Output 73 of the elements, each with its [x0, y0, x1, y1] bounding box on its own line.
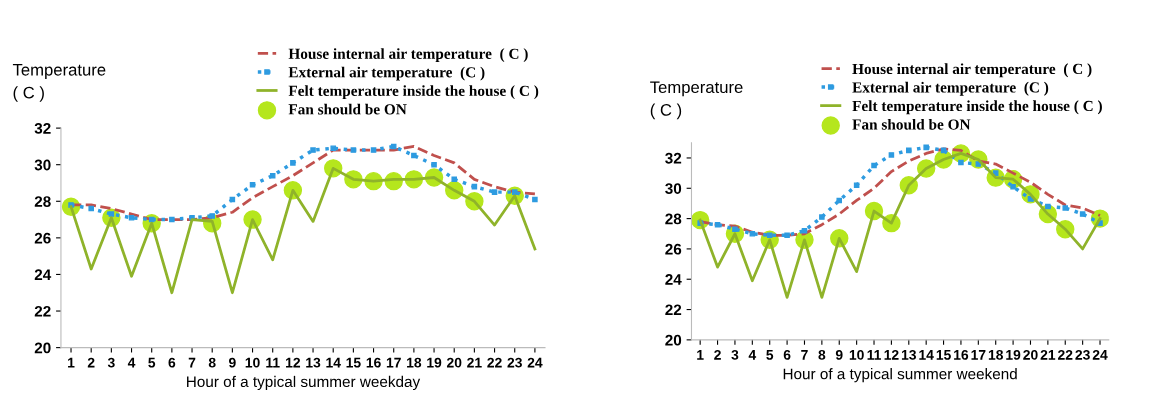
x-tick-label: 19 [1006, 349, 1021, 360]
x-tick-label: 9 [228, 357, 236, 368]
x-tick-label: 3 [731, 349, 739, 360]
x-tick-label: 2 [87, 357, 95, 368]
x-tick-label: 5 [148, 357, 156, 368]
x-tick-label: 22 [1058, 349, 1073, 360]
x-tick-label: 1 [68, 357, 75, 368]
x-tick-label: 20 [446, 357, 462, 368]
x-tick-label: 2 [714, 349, 721, 360]
x-tick-label: 9 [835, 349, 843, 360]
legend-label: House internal air temperature ( C ) [288, 48, 528, 63]
legend-label: Fan should be ON [852, 118, 971, 130]
legend-label: House internal air temperature ( C ) [852, 63, 1092, 78]
x-tick-label: 19 [427, 357, 442, 368]
y-tick-label: 26 [34, 232, 51, 244]
x-tick-label: 14 [919, 350, 934, 360]
x-tick-label: 8 [208, 357, 216, 368]
x-tick-label: 17 [971, 350, 986, 360]
x-tick-label: 15 [346, 357, 361, 368]
x-tick-label: 18 [407, 357, 422, 368]
legend-label: Fan should be ON [288, 103, 407, 115]
y-tick-label: 30 [665, 183, 682, 194]
x-tick-label: 8 [818, 349, 826, 360]
y-axis-title: Temperature ( C ) [650, 81, 743, 120]
x-tick-label: 4 [748, 350, 757, 360]
x-tick-label: 5 [766, 350, 774, 360]
legend-label: Felt temperature inside the house ( C ) [852, 100, 1102, 115]
x-tick-label: 7 [188, 357, 196, 368]
x-axis-title: Hour of a typical summer weekend [783, 368, 1017, 383]
x-tick-label: 13 [306, 357, 321, 368]
x-tick-label: 23 [1075, 349, 1090, 360]
legend-label: Felt temperature inside the house ( C ) [288, 85, 539, 100]
x-tick-label: 17 [386, 357, 401, 368]
x-tick-label: 12 [286, 357, 301, 368]
x-tick-label: 7 [801, 350, 808, 360]
y-tick-label: 24 [34, 269, 52, 280]
x-tick-label: 23 [507, 357, 522, 368]
x-tick-label: 10 [245, 357, 260, 368]
legend-label: External air temperature (C ) [852, 81, 1049, 96]
x-tick-label: 10 [849, 349, 864, 360]
y-tick-label: 30 [34, 159, 51, 171]
legend-label: External air temperature (C ) [288, 66, 485, 81]
x-tick-label: 21 [467, 357, 482, 368]
x-tick-label: 13 [901, 349, 917, 360]
x-tick-label: 15 [936, 350, 951, 360]
x-tick-label: 11 [867, 350, 881, 360]
x-tick-label: 4 [127, 357, 136, 368]
y-tick-label: 24 [665, 274, 682, 285]
x-tick-label: 6 [168, 357, 176, 368]
y-tick-label: 32 [34, 122, 51, 134]
x-tick-label: 6 [783, 349, 791, 360]
x-tick-label: 24 [527, 357, 543, 368]
y-axis-title: Temperature ( C ) [12, 64, 106, 102]
y-tick-label: 20 [665, 334, 682, 346]
y-tick-label: 26 [665, 243, 682, 255]
y-tick-label: 22 [34, 305, 51, 317]
x-tick-label: 12 [884, 349, 899, 360]
x-tick-label: 21 [1040, 349, 1056, 360]
x-tick-label: 11 [266, 357, 280, 368]
y-tick-label: 28 [665, 213, 682, 225]
x-axis-title: Hour of a typical summer weekday [187, 375, 421, 391]
x-tick-label: 20 [1023, 349, 1038, 360]
x-tick-label: 16 [366, 357, 381, 368]
x-tick-label: 14 [326, 357, 341, 368]
y-tick-label: 32 [665, 152, 682, 164]
y-tick-label: 28 [34, 196, 51, 207]
x-tick-label: 1 [697, 350, 704, 360]
x-tick-label: 18 [988, 349, 1004, 360]
x-tick-label: 16 [954, 349, 969, 360]
x-tick-label: 3 [107, 357, 115, 368]
x-tick-label: 22 [487, 357, 502, 368]
x-tick-label: 24 [1092, 349, 1108, 360]
y-tick-label: 22 [665, 304, 682, 316]
